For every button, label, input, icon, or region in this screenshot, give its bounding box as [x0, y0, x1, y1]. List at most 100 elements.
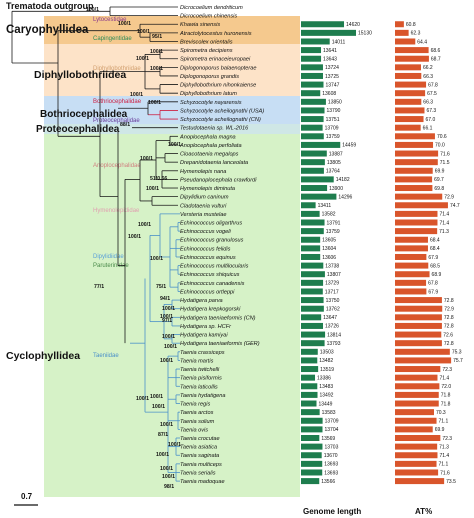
taxon-label: Taenia saginata: [180, 453, 219, 459]
at-percent-value: 66.2: [423, 65, 433, 71]
genome-length-bar: [301, 150, 327, 157]
genome-length-bar: [301, 193, 337, 200]
support-value: 100/1: [146, 186, 159, 192]
genome-length-bar: [301, 98, 326, 105]
genome-length-value: 13759: [326, 229, 340, 235]
at-percent-value: 66.1: [423, 125, 433, 131]
at-percent-value: 67.3: [426, 108, 436, 114]
taxon-label: Echinococcus equinus: [180, 255, 236, 261]
taxon-label: Hydatigera sp. HCFr: [180, 324, 232, 330]
at-percent-bar: [395, 29, 409, 36]
support-value: 100/1: [160, 314, 173, 320]
at-percent-value: 71.8: [441, 393, 451, 399]
at-percent-value: 68.4: [430, 238, 440, 244]
genome-length-value: 13751: [326, 117, 340, 123]
at-percent-bar: [395, 141, 434, 148]
scale-bar-label: 0.7: [21, 492, 33, 501]
genome-length-bar: [301, 435, 320, 441]
support-value: 100/1: [140, 156, 153, 162]
genome-length-bar: [301, 366, 319, 373]
cyclophyllidea-band: [44, 134, 300, 497]
genome-length-bar: [301, 262, 324, 269]
support-value: 100/1: [162, 474, 175, 480]
genome-length-bar: [301, 116, 324, 123]
at-percent-value: 71.6: [440, 470, 450, 476]
genome-length-value: 13608: [322, 91, 336, 97]
taxon-label: Cladotaenia vulturi: [180, 203, 227, 209]
at-percent-bar: [395, 253, 427, 260]
genome-length-bar: [301, 245, 321, 252]
genome-length-value: 13900: [329, 186, 343, 192]
taxon-label: Hymenolepis diminuta: [180, 186, 235, 192]
taxon-label: Diplogonoporus grandis: [180, 74, 239, 80]
clade-backgrounds: [44, 16, 300, 497]
support-value: 100/1: [160, 422, 173, 428]
at-percent-value: 68.4: [430, 246, 440, 252]
family-label: Bothriocephalidae: [93, 99, 142, 105]
genome-length-bar: [301, 90, 321, 97]
at-percent-bar: [395, 443, 438, 450]
at-percent-bar: [395, 288, 427, 295]
taxon-label: Hydatigera taeniaeformis (CN): [180, 315, 256, 321]
order-label-bothrio: Bothriocephalidea: [40, 109, 128, 120]
support-value: 95/1: [152, 34, 162, 40]
at-percent-bar: [395, 193, 443, 200]
genome-length-bar: [301, 305, 324, 312]
genome-length-value: 13790: [327, 108, 341, 114]
at-percent-bar: [395, 383, 440, 390]
support-value: 100/1: [150, 256, 163, 262]
at-percent-value: 71.5: [440, 160, 450, 166]
family-label: Hymenolepididae: [93, 208, 140, 214]
support-value: 75/1: [156, 284, 166, 290]
taxon-label: Taenia arctos: [180, 410, 214, 416]
genome-length-bar: [301, 38, 330, 45]
genome-length-bar: [301, 167, 324, 174]
at-percent-value: 72.8: [444, 315, 454, 321]
order-label-caryo: Caryophyllidea: [6, 24, 89, 36]
at-percent-bar: [395, 150, 439, 157]
outgroup-title: Trematoda outgroup: [6, 1, 94, 11]
family-labels: Lytocestidae Capingentidae Diphyllobothrii…: [93, 17, 142, 359]
genome-length-bar: [301, 133, 324, 140]
at-percent-bar: [395, 262, 429, 269]
taxon-label: Hydatigera parva: [180, 298, 223, 304]
at-percent-bar: [395, 409, 434, 416]
at-percent-bar: [395, 21, 404, 28]
at-percent-value: 72.6: [443, 332, 453, 338]
genome-length-value: 13386: [317, 375, 331, 381]
genome-length-value: 13850: [328, 100, 342, 106]
genome-length-value: 13887: [329, 151, 343, 157]
support-value: 94/1: [160, 296, 170, 302]
taxon-label: Hydatigera taeniaeformis (GER): [180, 341, 260, 347]
at-percent-value: 68.9: [432, 272, 442, 278]
at-percent-value: 72.8: [444, 341, 454, 347]
family-label: Dipylidiidae: [93, 254, 124, 260]
taxon-label: Taenia martis: [180, 358, 214, 364]
at-percent-value: 60.8: [406, 22, 416, 28]
at-percent-bar: [395, 357, 452, 364]
at-percent-bar: [395, 107, 425, 114]
genome-length-bar: [301, 219, 325, 226]
support-value: 100/1: [168, 142, 181, 148]
taxon-label: Dicrocoelium dendriticum: [180, 5, 243, 11]
at-percent-bar: [395, 340, 442, 347]
support-value: 100/1: [156, 452, 169, 458]
support-value: 100/1: [128, 234, 141, 240]
at-percent-value: 71.4: [439, 453, 449, 459]
genome-length-bar: [301, 159, 325, 166]
at-percent-bar: [395, 185, 433, 192]
genome-length-bar: [301, 124, 323, 131]
at-percent-bar: [395, 391, 439, 398]
genome-length-value: 13729: [325, 281, 339, 287]
taxon-label: Taenia madoquae: [180, 479, 225, 485]
genome-length-bar: [301, 357, 318, 364]
support-value: 100/1: [164, 344, 177, 350]
at-percent-value: 71.3: [439, 444, 449, 450]
at-percent-value: 62.3: [411, 31, 421, 37]
genome-length-value: 14459: [342, 143, 356, 149]
genome-length-bar: [301, 417, 323, 424]
at-percent-bar: [395, 124, 421, 131]
taxon-label: Echinococcus felidis: [180, 246, 231, 252]
at-percent-bar: [395, 417, 437, 424]
